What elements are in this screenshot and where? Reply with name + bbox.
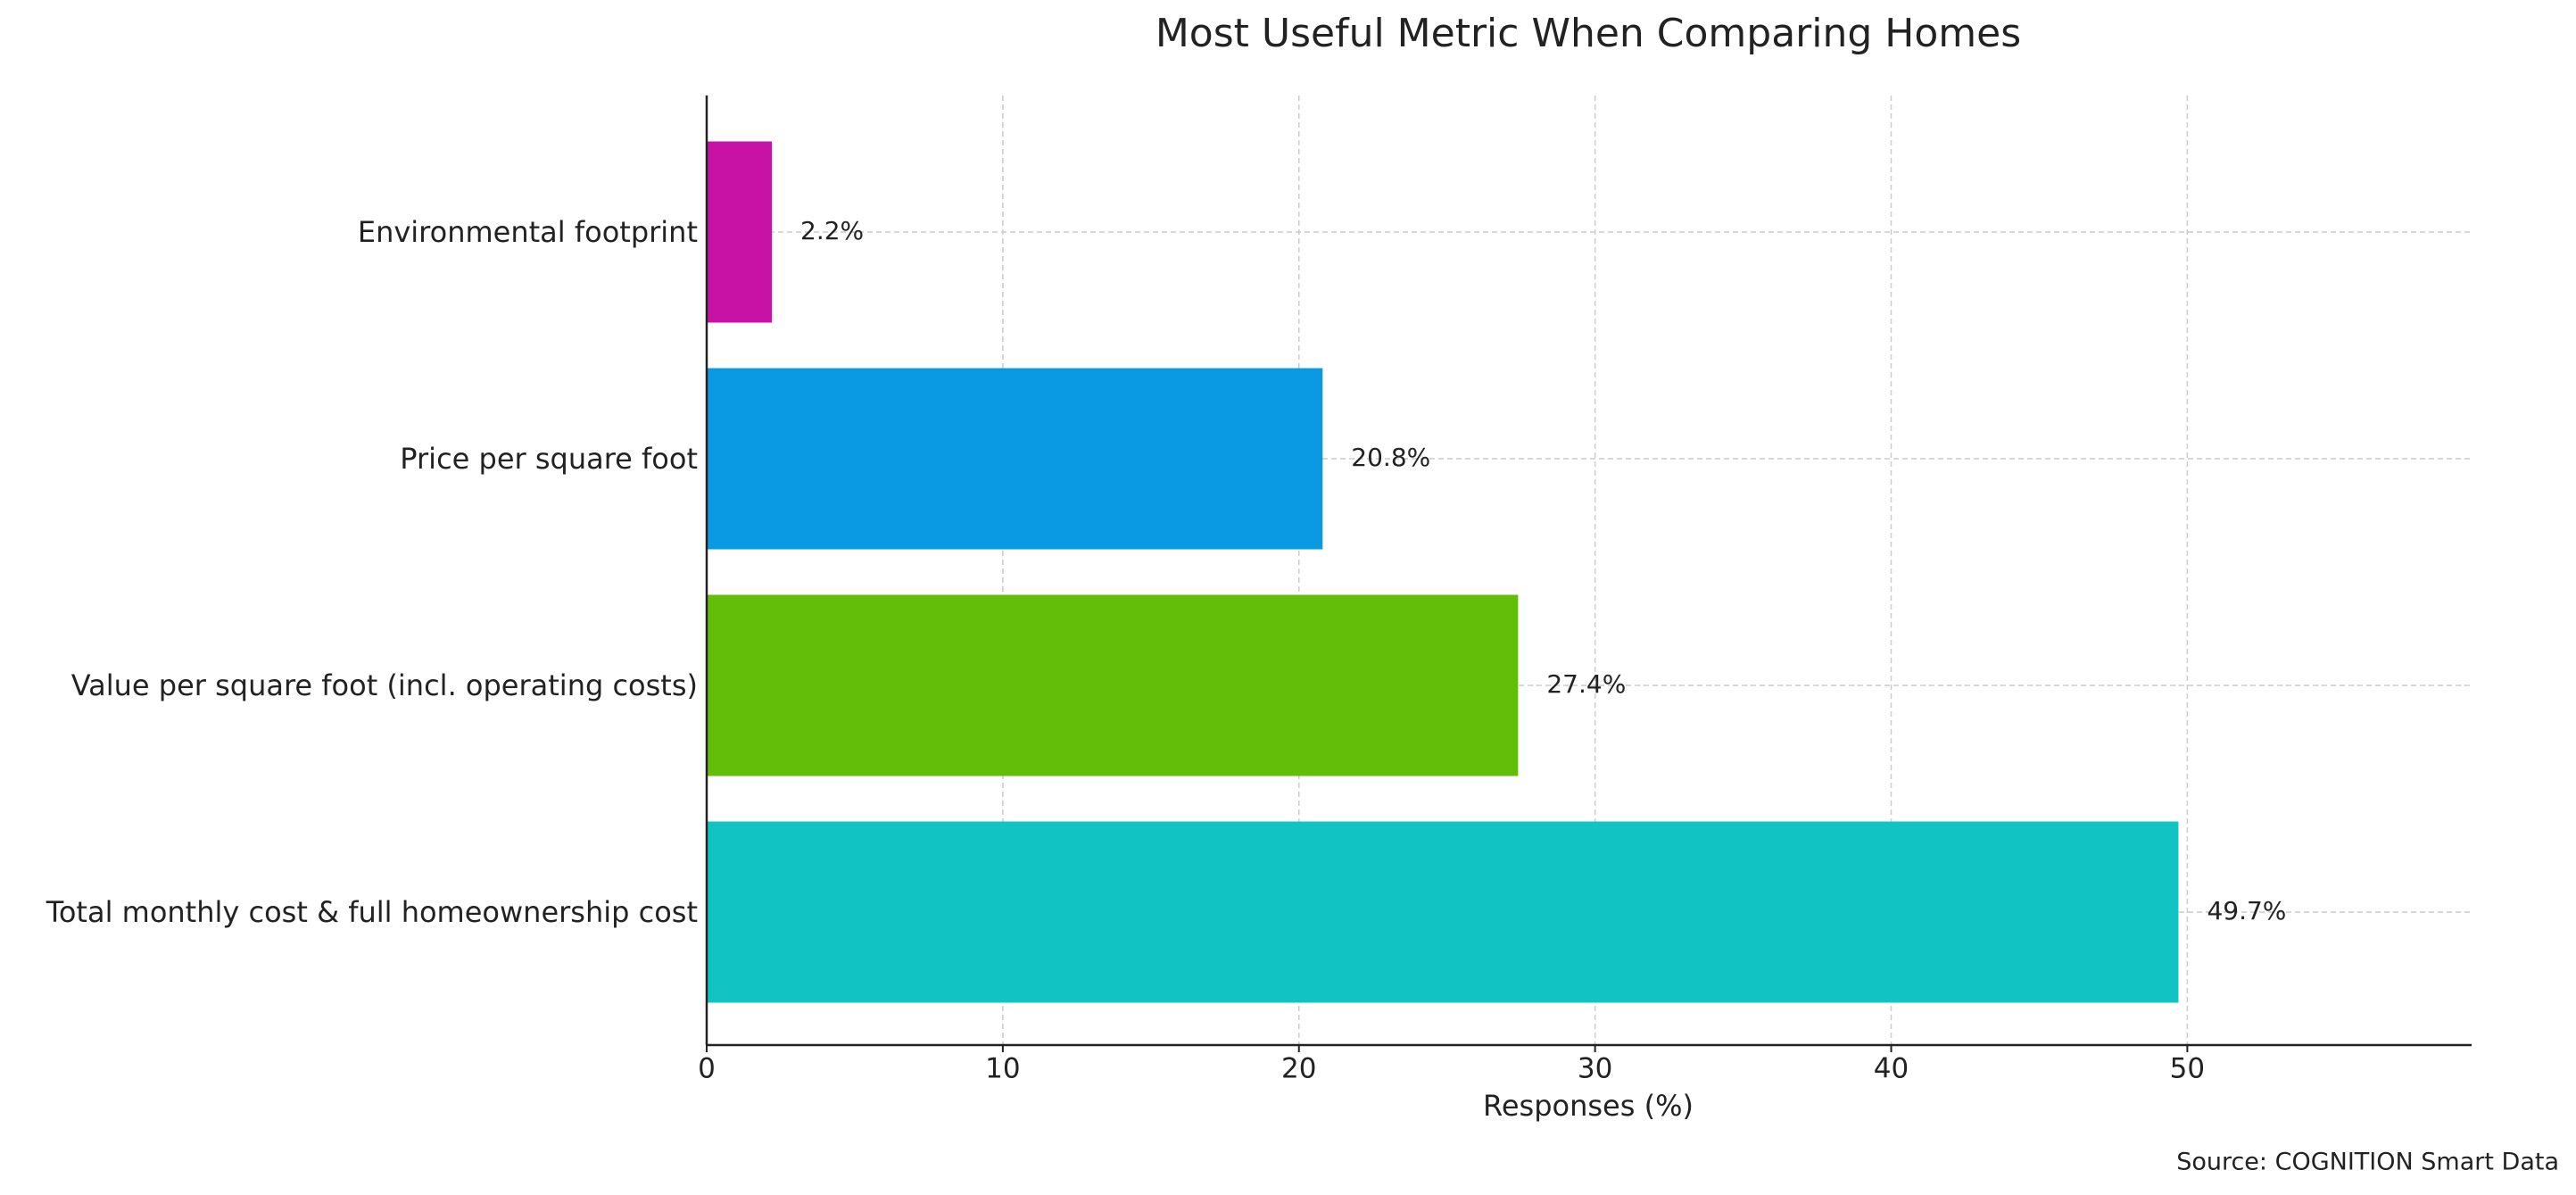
x-tick-label: 20 <box>1281 1053 1316 1085</box>
value-label: 27.4% <box>1546 669 1626 699</box>
x-tick-label: 0 <box>698 1053 716 1085</box>
value-label: 49.7% <box>2207 896 2286 925</box>
x-tick-label: 30 <box>1578 1053 1612 1085</box>
value-label: 2.2% <box>800 216 864 245</box>
x-tick-label: 50 <box>2170 1053 2205 1085</box>
y-tick-label: Environmental footprint <box>358 215 698 249</box>
value-label: 20.8% <box>1351 443 1430 472</box>
x-tick-label: 10 <box>985 1053 1020 1085</box>
y-tick-label: Price per square foot <box>400 442 698 476</box>
y-tick-label: Total monthly cost & full homeownership … <box>46 895 698 929</box>
bar <box>707 594 1519 776</box>
bar <box>707 141 773 323</box>
bar <box>707 368 1323 550</box>
source-note: Source: COGNITION Smart Data <box>2176 1149 2559 1176</box>
bar <box>707 821 2179 1003</box>
chart-title: Most Useful Metric When Comparing Homes <box>1155 11 2021 56</box>
x-tick-label: 40 <box>1874 1053 1909 1085</box>
x-axis-label: Responses (%) <box>1483 1089 1694 1123</box>
y-tick-label: Value per square foot (incl. operating c… <box>71 668 698 702</box>
